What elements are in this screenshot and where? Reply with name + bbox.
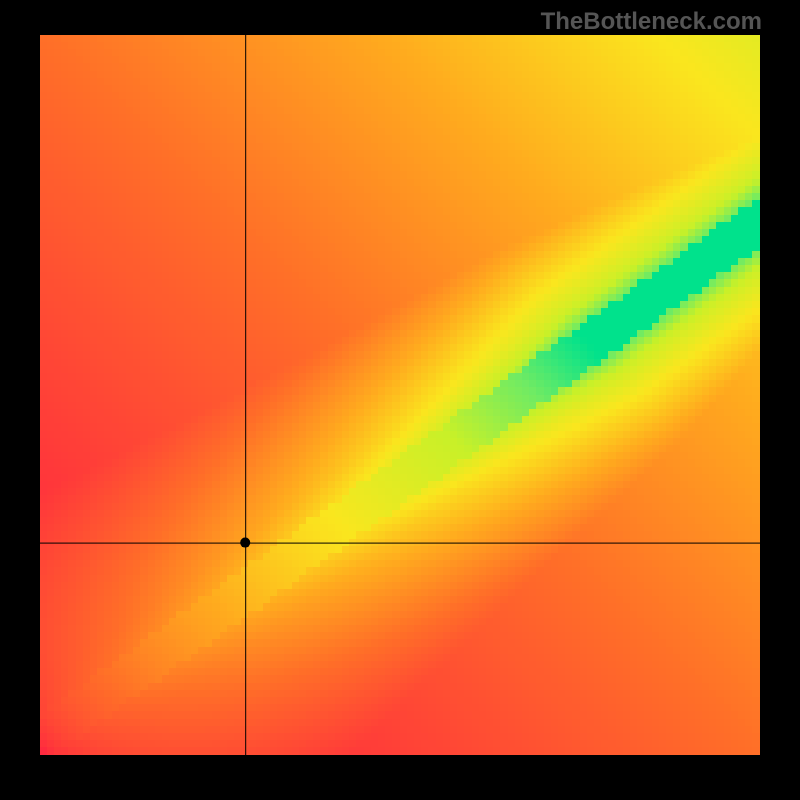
heatmap-canvas (40, 35, 760, 755)
heatmap-plot (40, 35, 760, 755)
watermark-text: TheBottleneck.com (541, 8, 762, 36)
